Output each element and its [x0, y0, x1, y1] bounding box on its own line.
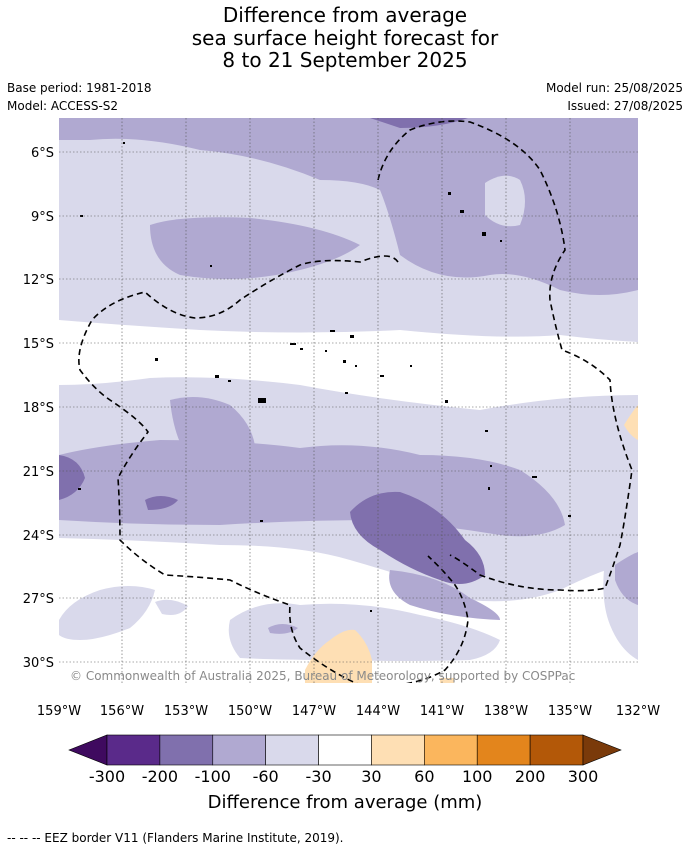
colorbar-tick-label: 100: [462, 767, 493, 786]
colorbar-tick-label: 200: [515, 767, 546, 786]
title-line-2: sea surface height forecast for: [191, 25, 499, 50]
colorbar-segment: [265, 734, 319, 766]
meta-left: Base period: 1981-2018 Model: ACCESS-S2: [7, 79, 152, 115]
colorbar-extend-low: [68, 734, 108, 766]
lon-label: 153°W: [164, 704, 208, 719]
colorbar-extend-high: [582, 734, 622, 766]
patch-mid-north: [170, 396, 256, 474]
colorbar-tick-label: -200: [142, 767, 178, 786]
colorbar-segment: [424, 734, 478, 766]
patch-small-south: [268, 624, 298, 634]
title-line-3: 8 to 21 September 2025: [222, 48, 468, 72]
eez-borders: [78, 120, 633, 683]
islands: [78, 142, 571, 612]
colorbar-tick-label: -60: [253, 767, 279, 786]
lat-label: 9°S: [31, 210, 54, 225]
colorbar-segment: [212, 734, 266, 766]
lon-label: 135°W: [548, 704, 592, 719]
colorbar-segment: [476, 734, 531, 766]
patch-east-dark: [615, 552, 638, 605]
meta-right: Model run: 25/08/2025 Issued: 27/08/2025: [546, 79, 683, 115]
title-line-1: Difference from average: [222, 3, 468, 27]
model-name: Model: ACCESS-S2: [7, 99, 119, 113]
lon-label: 150°W: [228, 704, 272, 719]
colorbar-tick-label: -100: [195, 767, 231, 786]
band-top: [59, 118, 638, 295]
lon-label: 159°W: [37, 704, 81, 719]
colorbar-tick-label: -300: [89, 767, 125, 786]
patch-positive-south: [305, 629, 372, 683]
lon-labels: 159°W 156°W 153°W 150°W 147°W 144°W 141°…: [37, 704, 660, 719]
colorbar-tick-label: 60: [414, 767, 434, 786]
lon-label: 156°W: [100, 704, 144, 719]
anomaly-field: [59, 118, 638, 683]
lon-label: 147°W: [292, 704, 336, 719]
lon-label: 132°W: [616, 704, 660, 719]
lon-label: 138°W: [484, 704, 528, 719]
copyright-notice: © Commonwealth of Australia 2025, Bureau…: [70, 669, 576, 683]
lat-label: 24°S: [23, 529, 54, 544]
band-neutral-north: [59, 320, 638, 410]
patch-hole: [485, 175, 525, 227]
patch-south-mid: [389, 570, 500, 620]
patch-core-dark: [350, 491, 485, 584]
colorbar-segment: [529, 734, 584, 766]
lat-label: 30°S: [23, 656, 54, 671]
lat-label: 6°S: [31, 146, 54, 161]
lat-label: 21°S: [23, 465, 54, 480]
patch-small-dark: [145, 496, 178, 510]
footnote: -- -- -- EEZ border V11 (Flanders Marine…: [7, 831, 344, 845]
lat-label: 12°S: [23, 273, 54, 288]
colorbar-segment: [159, 734, 214, 766]
eez-border-west: [78, 255, 469, 683]
lat-label: 15°S: [23, 337, 54, 352]
model-run: Model run: 25/08/2025: [545, 81, 683, 95]
patch-positive-east: [624, 405, 638, 440]
lon-label: 144°W: [356, 704, 400, 719]
colorbar-tick-label: 300: [568, 767, 599, 786]
issued-date: Issued: 27/08/2025: [567, 99, 683, 113]
colorbar-title: Difference from average (mm): [207, 792, 483, 813]
patch-positive-tiny: [440, 678, 454, 683]
lat-label: 18°S: [23, 401, 54, 416]
patch-south-central: [228, 603, 500, 661]
chart-title: Difference from average sea surface heig…: [0, 4, 690, 72]
colorbar-segment: [371, 734, 425, 766]
colorbar-segment: [106, 734, 161, 766]
band-mid: [59, 440, 565, 537]
colorbar-segment: [318, 734, 372, 766]
colorbar: -300 -200 -100 -60 -30 30 60 100 200 300: [68, 734, 622, 786]
lon-label: 141°W: [420, 704, 464, 719]
colorbar-tick-label: -30: [305, 767, 331, 786]
patch-southwest: [59, 586, 155, 640]
colorbar-tick-label: 30: [361, 767, 381, 786]
lat-label: 27°S: [23, 592, 54, 607]
base-period: Base period: 1981-2018: [7, 81, 152, 95]
patch-west-dark: [59, 455, 85, 500]
eez-border-east: [377, 120, 633, 592]
patch-southwest-small: [155, 599, 188, 615]
lat-labels: 6°S 9°S 12°S 15°S 18°S 21°S 24°S 27°S 30…: [23, 146, 54, 671]
patch-top-dark: [370, 118, 468, 128]
